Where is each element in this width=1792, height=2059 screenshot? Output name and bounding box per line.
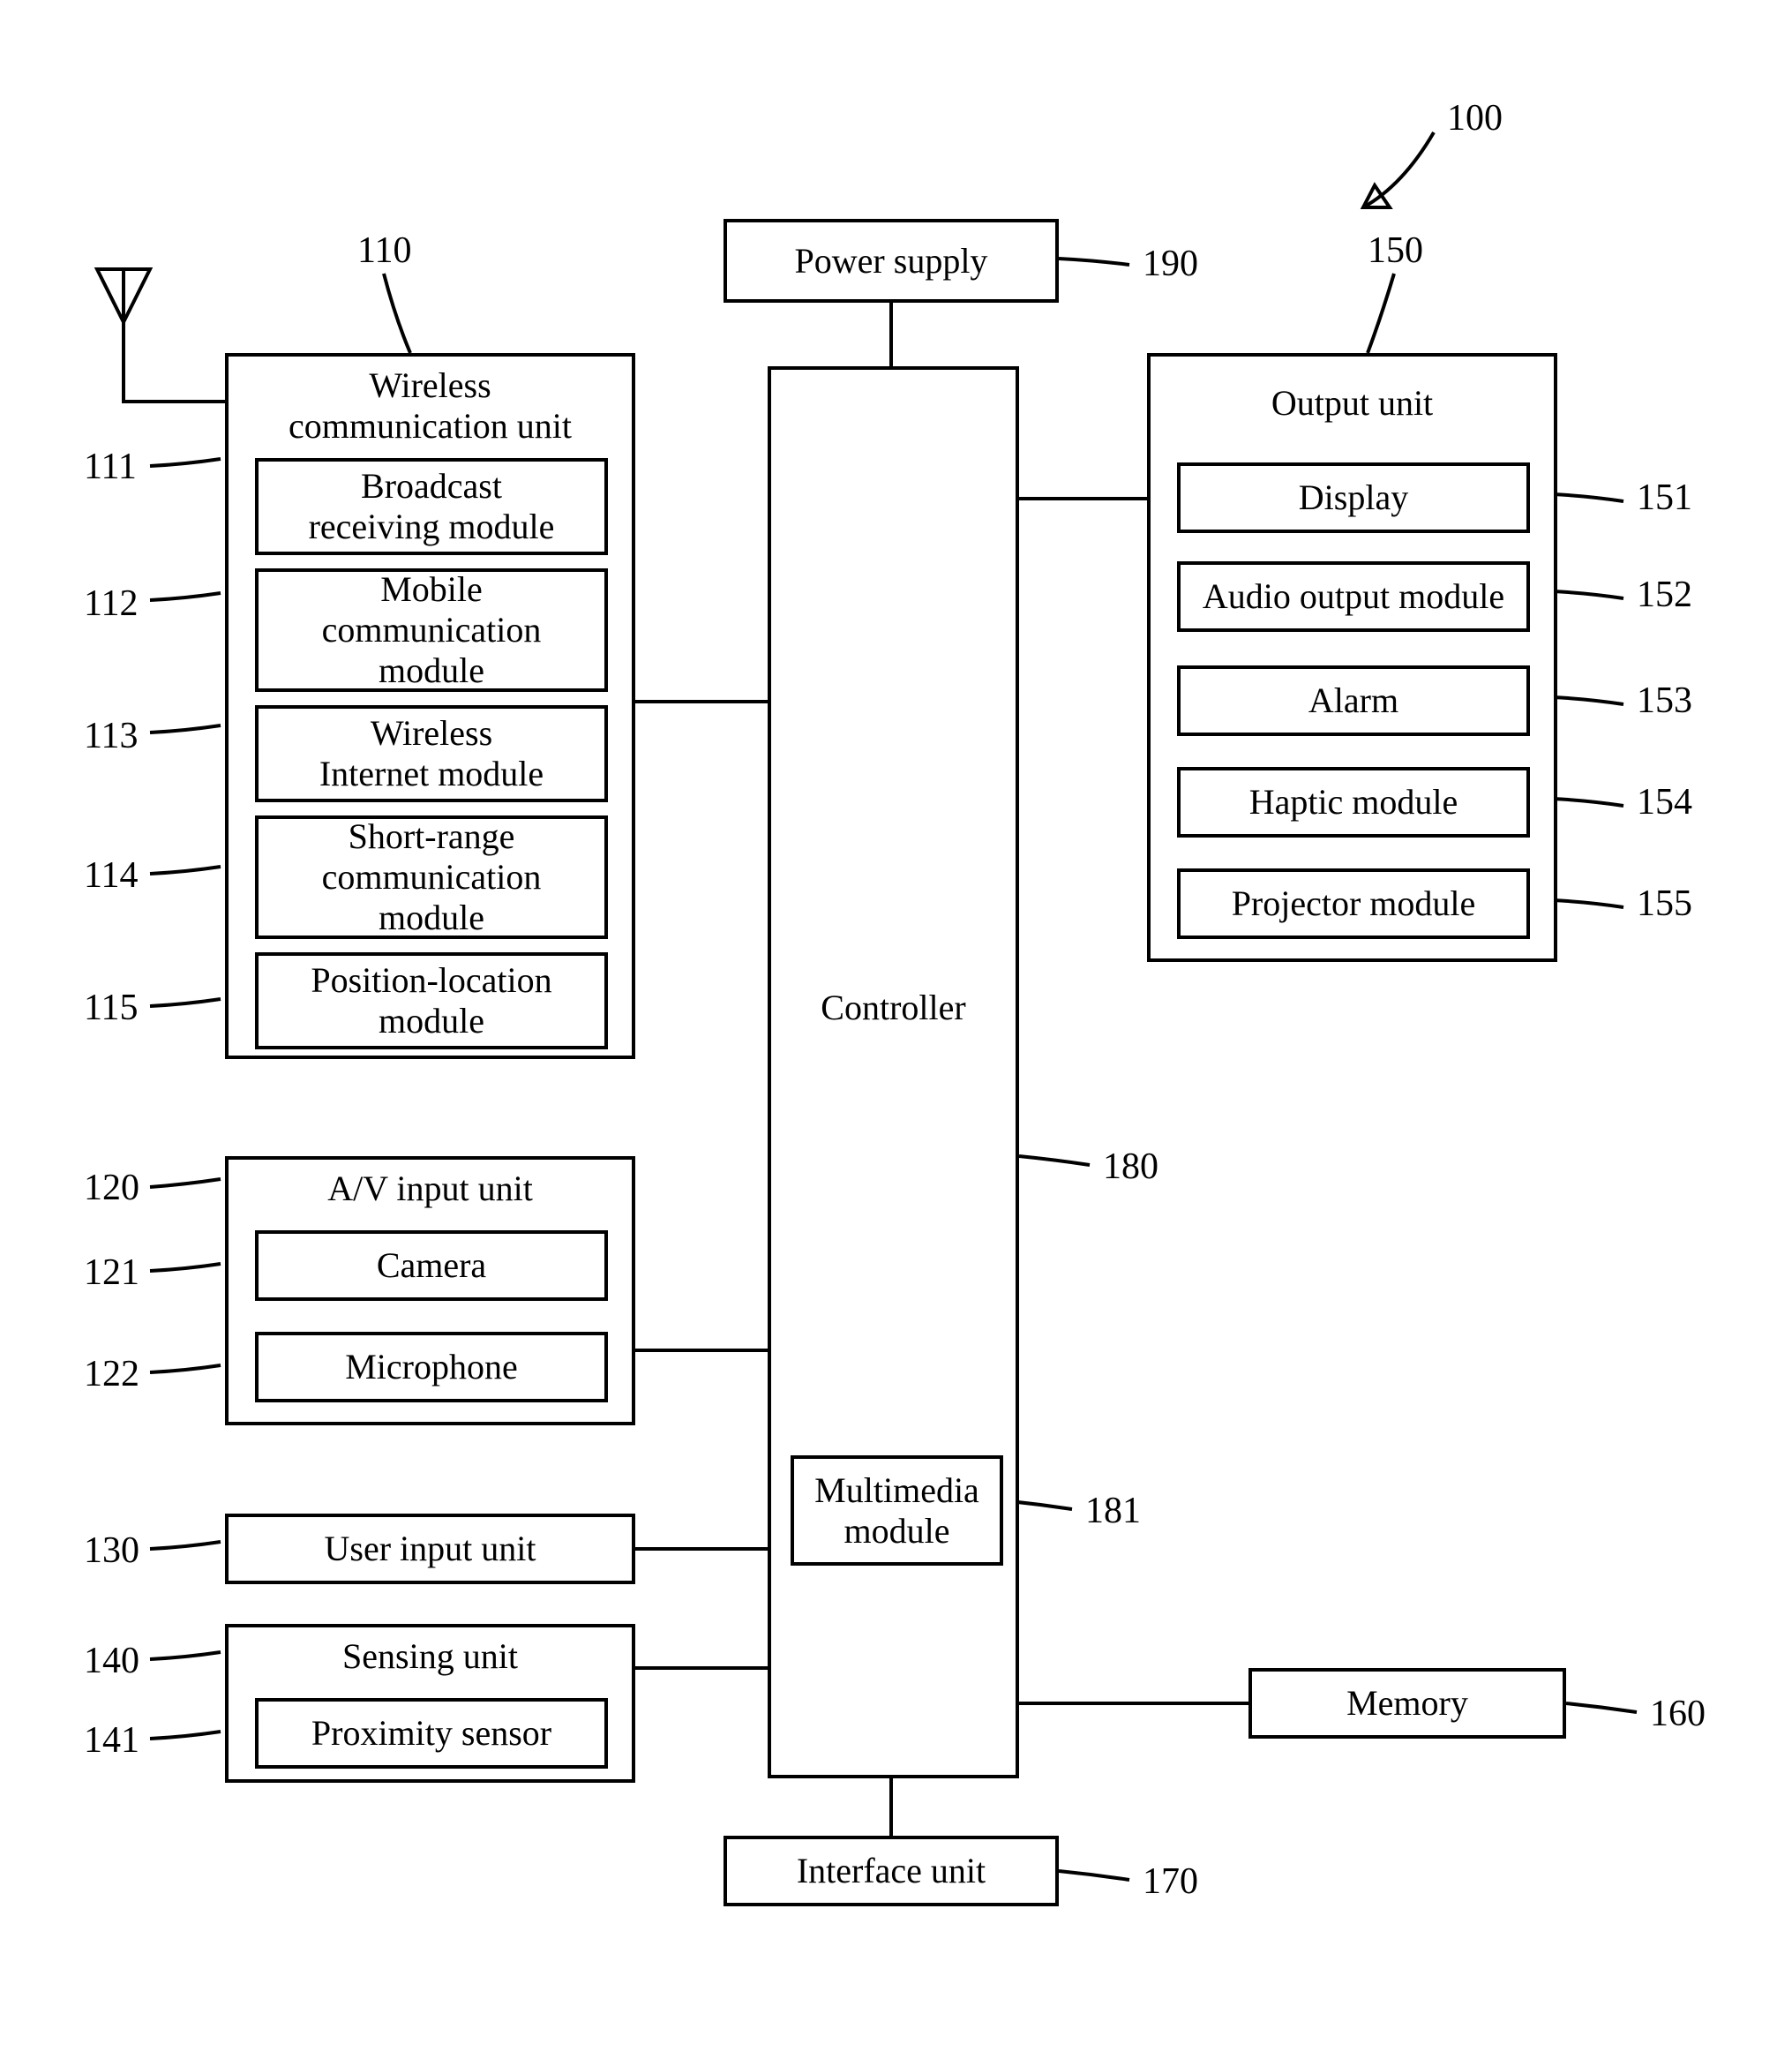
ref-150: 150	[1368, 229, 1423, 272]
label-proximity-sensor: Proximity sensor	[311, 1713, 551, 1754]
block-alarm: Alarm	[1177, 665, 1530, 736]
ref-121: 121	[84, 1251, 139, 1294]
block-wireless-comm-unit: Wireless communication unit Broadcast re…	[225, 353, 635, 1059]
diagram-canvas: 100 110 150 Power supply 190 Controller …	[0, 0, 1792, 2059]
ref-140: 140	[84, 1640, 139, 1682]
ref-155: 155	[1637, 883, 1692, 925]
ref-154: 154	[1637, 781, 1692, 823]
ref-180: 180	[1103, 1146, 1158, 1188]
block-proximity-sensor: Proximity sensor	[255, 1698, 608, 1769]
block-display: Display	[1177, 462, 1530, 533]
ref-120: 120	[84, 1167, 139, 1209]
label-camera: Camera	[377, 1245, 486, 1286]
block-broadcast-receiving: Broadcast receiving module	[255, 458, 608, 555]
block-microphone: Microphone	[255, 1332, 608, 1402]
block-short-range-comm: Short-range communication module	[255, 815, 608, 939]
ref-160: 160	[1650, 1693, 1706, 1735]
label-memory: Memory	[1346, 1683, 1468, 1724]
label-controller: Controller	[821, 988, 965, 1027]
label-power-supply: Power supply	[795, 241, 988, 282]
ref-115: 115	[84, 987, 138, 1029]
ref-100: 100	[1447, 97, 1503, 139]
label-haptic: Haptic module	[1249, 782, 1458, 823]
block-interface-unit: Interface unit	[724, 1836, 1059, 1906]
block-multimedia-module: Multimedia module	[791, 1455, 1003, 1566]
ref-112: 112	[84, 582, 138, 625]
block-output-unit: Output unit Display Audio output module …	[1147, 353, 1557, 962]
ref-181: 181	[1085, 1490, 1141, 1532]
block-sensing-unit: Sensing unit Proximity sensor	[225, 1624, 635, 1783]
label-projector: Projector module	[1232, 883, 1476, 924]
block-wireless-internet: Wireless Internet module	[255, 705, 608, 802]
label-display: Display	[1299, 477, 1408, 518]
ref-113: 113	[84, 715, 138, 757]
block-power-supply: Power supply	[724, 219, 1059, 303]
block-audio-output: Audio output module	[1177, 561, 1530, 632]
ref-110: 110	[357, 229, 411, 272]
ref-170: 170	[1143, 1860, 1198, 1903]
label-broadcast-receiving: Broadcast receiving module	[309, 466, 555, 547]
label-microphone: Microphone	[345, 1347, 518, 1387]
ref-190: 190	[1143, 243, 1198, 285]
label-user-input-unit: User input unit	[325, 1529, 536, 1569]
label-mobile-comm: Mobile communication module	[322, 569, 542, 691]
label-sensing-unit: Sensing unit	[342, 1636, 518, 1676]
label-output-unit: Output unit	[1271, 383, 1433, 423]
label-av-input-unit: A/V input unit	[327, 1169, 533, 1208]
label-alarm: Alarm	[1308, 680, 1398, 721]
block-position-location: Position-location module	[255, 952, 608, 1049]
block-projector: Projector module	[1177, 868, 1530, 939]
ref-114: 114	[84, 854, 138, 897]
block-camera: Camera	[255, 1230, 608, 1301]
block-mobile-comm: Mobile communication module	[255, 568, 608, 692]
block-memory: Memory	[1248, 1668, 1566, 1739]
label-interface-unit: Interface unit	[797, 1851, 986, 1891]
block-haptic: Haptic module	[1177, 767, 1530, 838]
block-user-input-unit: User input unit	[225, 1514, 635, 1584]
ref-111: 111	[84, 446, 137, 488]
label-short-range-comm: Short-range communication module	[322, 816, 542, 938]
ref-122: 122	[84, 1353, 139, 1395]
label-audio-output: Audio output module	[1203, 576, 1504, 617]
label-wireless-comm-unit: Wireless communication unit	[289, 365, 572, 446]
block-av-input-unit: A/V input unit Camera Microphone	[225, 1156, 635, 1425]
ref-153: 153	[1637, 680, 1692, 722]
block-controller: Controller Multimedia module	[768, 366, 1019, 1778]
ref-130: 130	[84, 1529, 139, 1572]
ref-151: 151	[1637, 477, 1692, 519]
label-position-location: Position-location module	[311, 960, 551, 1041]
label-wireless-internet: Wireless Internet module	[319, 713, 544, 794]
label-multimedia-module: Multimedia module	[814, 1470, 979, 1552]
ref-141: 141	[84, 1719, 139, 1762]
ref-152: 152	[1637, 574, 1692, 616]
